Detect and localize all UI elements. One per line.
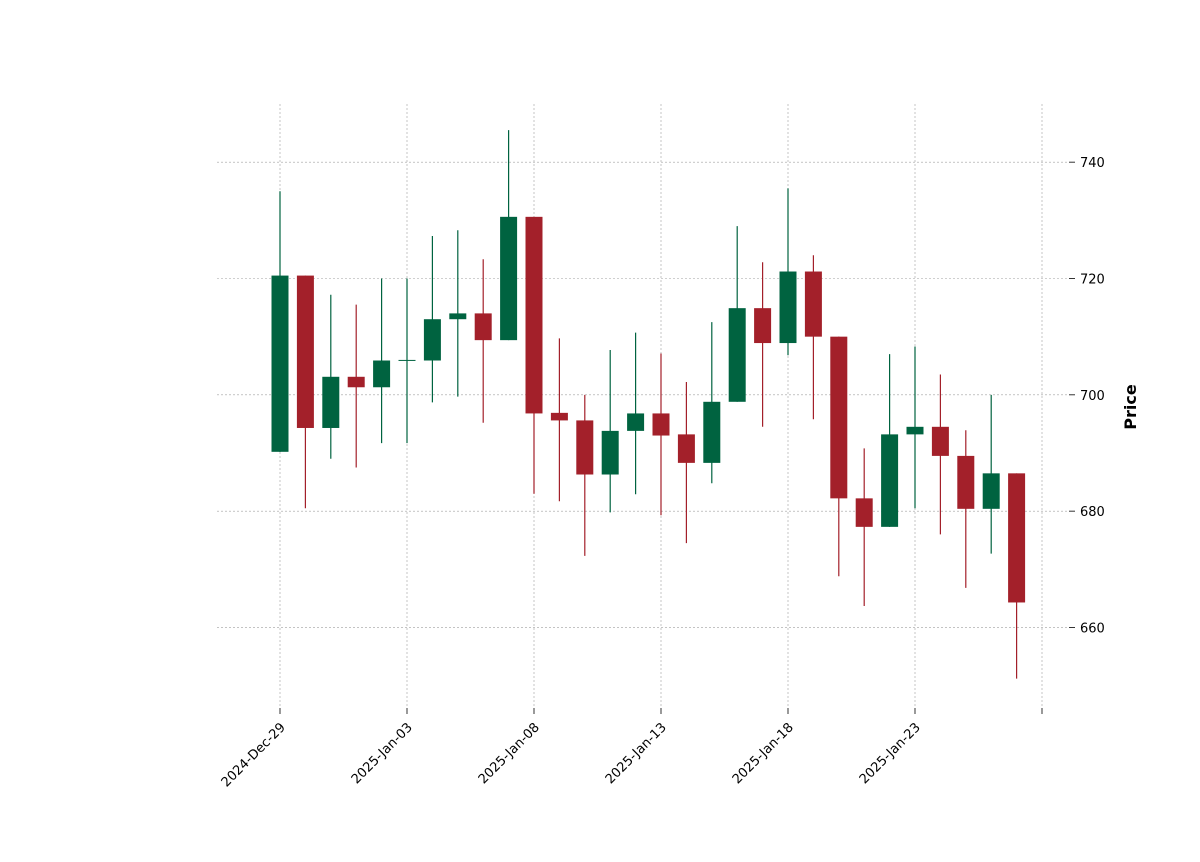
candle [601, 350, 619, 513]
candle [271, 191, 289, 452]
candle-body [601, 430, 619, 475]
y-tick-label: 720 [1080, 272, 1105, 287]
candle [754, 262, 772, 427]
candle-body [779, 271, 797, 344]
x-tick-label: 2025-Jan-08 [476, 720, 543, 787]
candle [703, 322, 721, 484]
y-tick-label: 680 [1080, 505, 1105, 520]
candle-body [906, 426, 924, 435]
candle-body [627, 413, 645, 431]
candle [576, 394, 594, 556]
candle [957, 430, 975, 588]
candle-body [423, 319, 441, 361]
candle-body [271, 275, 289, 452]
candle-body [373, 360, 391, 388]
candle [931, 374, 949, 535]
candle [398, 278, 416, 444]
y-tick-label: 700 [1080, 389, 1105, 404]
candle [525, 216, 543, 494]
candle-body [322, 376, 340, 428]
candle [474, 259, 492, 423]
candle [627, 332, 645, 495]
x-tick-label: 2025-Jan-23 [857, 720, 924, 787]
x-tick-label: 2025-Jan-13 [603, 720, 670, 787]
candle-body [500, 216, 518, 341]
y-tick-label: 740 [1080, 156, 1105, 171]
x-tick-label: 2025-Jan-03 [349, 720, 416, 787]
candle-body [474, 313, 492, 341]
candle-body [728, 308, 746, 402]
candle [1008, 473, 1026, 679]
candle-body [754, 308, 772, 344]
y-tick-label: 660 [1080, 621, 1105, 636]
candle [779, 188, 797, 356]
candle [677, 382, 695, 544]
candle [652, 353, 670, 516]
candle [906, 346, 924, 509]
candle-body [525, 216, 543, 414]
candle-body [296, 275, 314, 428]
candle-body [855, 498, 873, 527]
candle [855, 448, 873, 606]
candle [449, 230, 467, 397]
candle [347, 304, 365, 468]
candle-body [347, 376, 365, 388]
candle-body [982, 473, 1000, 509]
candle-body [449, 313, 467, 320]
x-tick-label: 2024-Dec-29 [219, 720, 289, 790]
candle-body [398, 359, 416, 361]
candle [322, 294, 340, 459]
candle [830, 336, 848, 577]
candle-body [830, 336, 848, 499]
candle [296, 275, 314, 509]
candle [881, 354, 899, 527]
candle [728, 226, 746, 402]
candle [550, 338, 568, 502]
candle-layer [271, 130, 1026, 679]
candle-body [550, 412, 568, 421]
candle [373, 278, 391, 444]
candle-body [703, 401, 721, 463]
candle [804, 255, 822, 420]
candle [423, 236, 441, 403]
candle [500, 130, 518, 341]
candle-body [677, 434, 695, 463]
y-axis-title: Price [1121, 384, 1140, 430]
candle-body [931, 426, 949, 456]
candle-body [652, 413, 670, 436]
candle [982, 394, 1000, 554]
candle-body [881, 434, 899, 527]
candle-body [957, 455, 975, 509]
candle-body [1008, 473, 1026, 603]
x-tick-label: 2025-Jan-18 [730, 720, 797, 787]
candle-body [576, 420, 594, 475]
candle-body [804, 271, 822, 337]
